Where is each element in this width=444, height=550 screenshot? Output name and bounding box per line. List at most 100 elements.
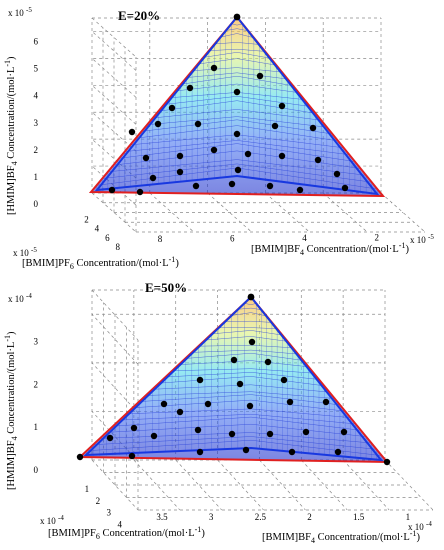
grid-line [91, 362, 385, 414]
x-tick-label: 2 [96, 496, 101, 506]
z-tick-label: 3 [34, 336, 39, 346]
data-point [196, 448, 204, 456]
mesh-line [224, 320, 272, 323]
z-tick-label: 5 [34, 64, 39, 74]
mesh-line [139, 394, 340, 406]
plot-e20-yticks: 86420 [158, 233, 380, 245]
mesh-line [158, 376, 325, 387]
z-tick-label: 0 [34, 199, 39, 209]
data-point [341, 184, 349, 192]
z-tick-label: 0 [34, 465, 39, 475]
x-tick-label: 4 [95, 224, 100, 234]
z-tick-label: 1 [34, 422, 39, 432]
data-point [150, 432, 158, 440]
data-point [168, 104, 176, 112]
data-point [210, 64, 218, 72]
grid-line [91, 84, 381, 125]
data-point [154, 120, 162, 128]
data-point [228, 180, 236, 188]
data-point [233, 88, 241, 96]
mesh-line [124, 140, 350, 155]
data-point [228, 430, 236, 438]
grid-line [301, 459, 348, 511]
data-point [204, 400, 212, 408]
mesh-line [185, 352, 304, 361]
x-tick-label: 3 [107, 508, 112, 518]
x-tick-label: 4 [117, 520, 122, 530]
data-point [230, 356, 238, 364]
data-point [108, 186, 116, 194]
y-tick-label: 2 [375, 233, 380, 243]
mesh-line [175, 83, 299, 93]
plot-e50-title: E=50% [145, 280, 187, 295]
surface-fill [80, 297, 387, 462]
data-point [136, 188, 144, 196]
grid-line [175, 459, 222, 511]
triangle-outline-blue [83, 296, 384, 462]
plot-e20-triangle [88, 15, 386, 198]
data-point [340, 428, 348, 436]
plot-e50-y-exponent: x 10 -4 [408, 520, 432, 532]
data-point [128, 452, 136, 460]
x-tick-label: 8 [116, 242, 121, 252]
z-tick-label: 2 [34, 145, 39, 155]
mesh-line [231, 23, 243, 26]
data-point [383, 458, 391, 466]
x-tick-label: 2 [84, 214, 89, 224]
plot-e50-x-axis-label: [BMIM]PF6 Concentration/(mol·L-1) [48, 525, 205, 541]
grid-line [265, 192, 310, 233]
grid-line [342, 459, 390, 511]
grid-line [380, 192, 426, 233]
grid-line [91, 313, 385, 365]
data-point [194, 120, 202, 128]
mesh-line [225, 28, 249, 32]
grid-line [259, 459, 306, 511]
y-tick-label: 4 [302, 233, 307, 243]
data-point [296, 186, 304, 194]
data-point [160, 400, 168, 408]
mesh-line [244, 302, 257, 306]
plot-e50-z-exponent: x 10 -4 [8, 292, 32, 304]
grid-line [91, 111, 381, 152]
z-tick-label: 3 [34, 118, 39, 128]
data-point [286, 398, 294, 406]
plot-e50-points [76, 293, 391, 466]
mesh-line [197, 58, 277, 66]
y-tick-label: 1.5 [353, 512, 365, 522]
mesh-line [218, 327, 278, 329]
mesh-line [112, 416, 361, 431]
mesh-line [119, 413, 356, 425]
data-point [271, 122, 279, 130]
grid-line [91, 17, 137, 58]
x-tick-label: 1 [85, 484, 90, 494]
mesh-line [135, 125, 339, 142]
data-point [244, 150, 252, 158]
mesh-line [158, 100, 316, 114]
plot-e50-x-exponent: x 10 -4 [40, 514, 64, 526]
mesh-line [214, 42, 260, 45]
y-tick-label: 6 [230, 234, 235, 244]
data-point [149, 174, 157, 182]
data-point [186, 84, 194, 92]
data-point [142, 154, 150, 162]
plot-e20-mesh [91, 17, 383, 196]
data-point [333, 170, 341, 178]
data-point [314, 156, 322, 164]
mesh-line [145, 391, 335, 399]
data-point [176, 408, 184, 416]
grid-line [91, 459, 139, 511]
data-point [233, 130, 241, 138]
plot-e50-mesh [80, 297, 387, 462]
z-tick-label: 1 [34, 172, 39, 182]
plot-e20-z-exponent: x 10 -5 [8, 6, 32, 18]
mesh-line [178, 360, 309, 368]
plot-e20-z-axis-label: [HMIM]BF4 Concentration/(mol·L-1) [3, 56, 19, 215]
plot-e50-yticks: 3.532.521.510.5 [156, 512, 410, 522]
mesh-line [180, 75, 294, 87]
y-tick-label: 2.5 [255, 512, 267, 522]
mesh-line [106, 423, 367, 437]
mesh-line [141, 119, 333, 135]
